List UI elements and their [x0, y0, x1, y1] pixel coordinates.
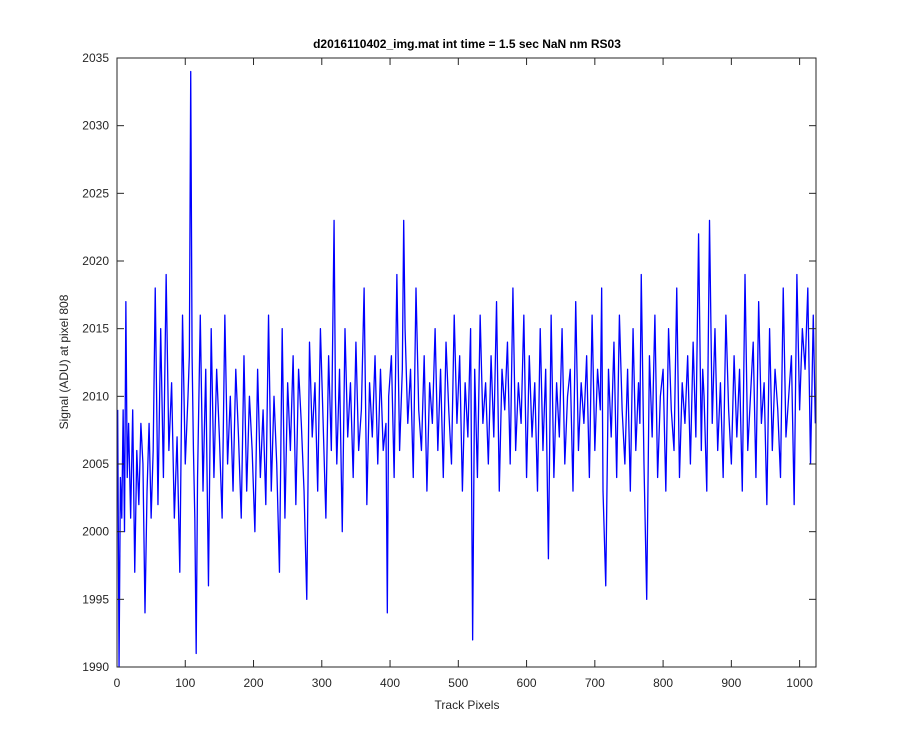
x-tick-label: 100	[175, 676, 195, 690]
x-tick-label: 600	[517, 676, 537, 690]
y-tick-label: 2035	[82, 51, 109, 65]
y-tick-label: 2010	[82, 389, 109, 403]
y-tick-label: 1995	[82, 592, 109, 606]
y-tick-label: 2020	[82, 254, 109, 268]
y-axis-label: Signal (ADU) at pixel 808	[57, 294, 71, 429]
x-tick-label: 800	[653, 676, 673, 690]
plot-area	[117, 58, 816, 667]
ticks-layer: 0 100 200 300 400 500 600 700 800 900 1000 1990 1995…	[82, 51, 816, 690]
y-tick-label: 2000	[82, 525, 109, 539]
x-tick-label: 200	[244, 676, 264, 690]
y-tick-label: 1990	[82, 660, 109, 674]
y-tick-label: 2025	[82, 186, 109, 200]
x-tick-label: 1000	[786, 676, 813, 690]
x-tick-label: 700	[585, 676, 605, 690]
axes-layer	[116, 57, 817, 668]
axes-box	[116, 57, 817, 668]
x-tick-label: 500	[448, 676, 468, 690]
x-tick-label: 900	[721, 676, 741, 690]
y-tick-label: 2005	[82, 457, 109, 471]
series-layer	[117, 70, 816, 668]
chart-title: d2016110402_img.mat int time = 1.5 sec N…	[313, 37, 621, 51]
x-axis-label: Track Pixels	[435, 698, 500, 712]
y-tick-label: 2030	[82, 119, 109, 133]
y-tick-label: 2015	[82, 322, 109, 336]
x-tick-label: 0	[114, 676, 121, 690]
x-tick-label: 300	[312, 676, 332, 690]
series-line	[117, 70, 816, 668]
x-tick-label: 400	[380, 676, 400, 690]
